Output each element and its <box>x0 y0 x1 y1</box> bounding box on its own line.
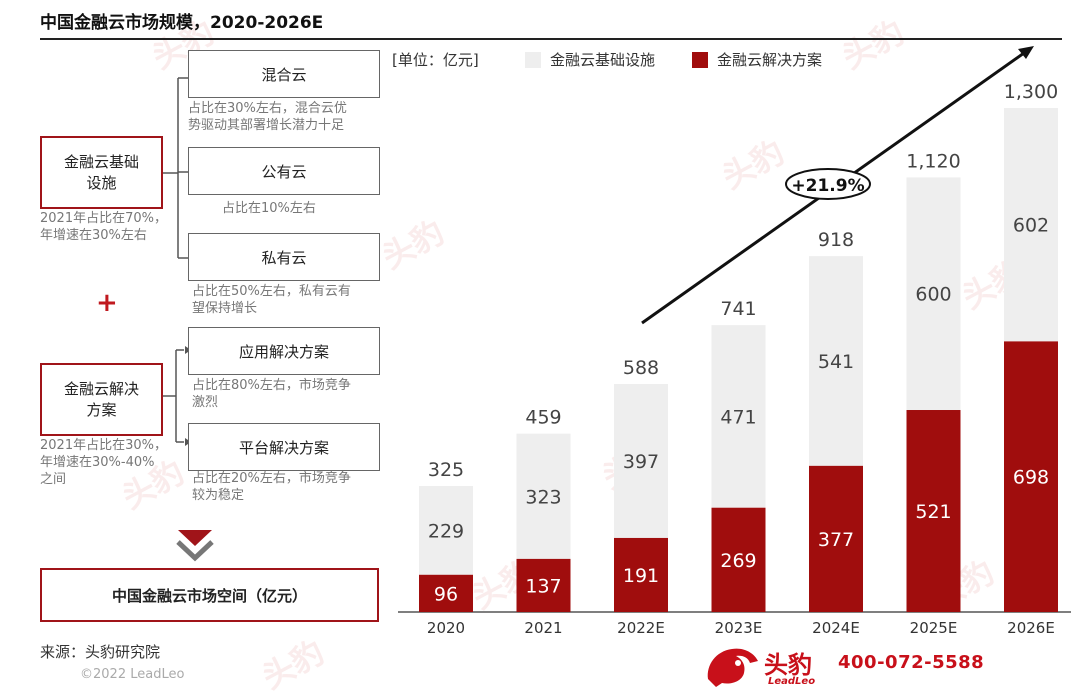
bar-solution-2026E <box>1004 341 1058 612</box>
infra-box: 金融云基础 设施 <box>40 136 163 209</box>
label-solution-2024E: 377 <box>818 529 854 551</box>
bar-solution-2023E <box>711 507 766 612</box>
app-solution-note: 占比在80%左右，市场竞争 激烈 <box>192 378 351 410</box>
legend-swatch-solution <box>692 52 708 68</box>
label-infra-2023E: 471 <box>720 406 756 428</box>
plus-icon: + <box>96 288 118 318</box>
label-infra-2024E: 541 <box>818 351 854 373</box>
bar-infra-2023E <box>711 325 766 508</box>
label-infra-2022E: 397 <box>623 451 659 473</box>
bar-solution-2025E <box>906 410 961 612</box>
bar-infra-2025E <box>906 177 961 411</box>
platform-solution-note: 占比在20%左右，市场竞争 较为稳定 <box>192 471 351 503</box>
label-solution-2023E: 269 <box>720 550 756 572</box>
label-solution-2021: 137 <box>525 575 561 597</box>
legend-item-solution: 金融云解决方案 <box>717 51 823 69</box>
bar-solution-2022E <box>614 537 668 612</box>
bar-infra-2020 <box>419 486 473 575</box>
bar-solution-2021 <box>516 558 571 612</box>
solution-note: 2021年占比在30%， 年增速在30%-40% 之间 <box>40 438 167 487</box>
label-total-2025E: 1,120 <box>906 150 960 172</box>
bar-infra-2026E <box>1004 108 1058 342</box>
hybrid-cloud-box: 混合云 <box>188 50 380 98</box>
label-total-2020: 325 <box>428 459 464 481</box>
market-size-chart: 96 229 325 2020 137 323 459 2021 191 397 588 2022E 2… <box>398 46 1071 637</box>
public-cloud-note: 占比在10%左右 <box>222 201 316 216</box>
private-cloud-note: 占比在50%左右，私有云有 望保持增长 <box>192 284 351 316</box>
label-solution-2025E: 521 <box>915 501 951 523</box>
brand-phone: 400-072-5588 <box>838 652 985 673</box>
x-tick-2021: 2021 <box>524 619 562 637</box>
label-infra-2020: 229 <box>428 520 464 542</box>
label-infra-2021: 323 <box>525 486 561 508</box>
label-total-2024E: 918 <box>818 229 854 251</box>
solution-box: 金融云解决 方案 <box>40 363 163 436</box>
infra-note: 2021年占比在70%， 年增速在30%左右 <box>40 211 167 243</box>
label-total-2021: 459 <box>525 407 561 429</box>
title-divider <box>40 38 1062 40</box>
brand-sub: LeadLeo <box>768 676 816 687</box>
public-cloud-box: 公有云 <box>188 147 380 195</box>
bar-solution-2024E <box>809 465 863 612</box>
label-total-2023E: 741 <box>720 298 756 320</box>
cagr-badge <box>785 168 871 200</box>
growth-arrow-head <box>1018 46 1034 59</box>
label-total-2026E: 1,300 <box>1004 81 1058 103</box>
bar-infra-2021 <box>516 433 571 559</box>
cagr-label: +21.9% <box>791 176 864 196</box>
source-text: 来源：头豹研究院 <box>40 643 161 661</box>
x-tick-2026E: 2026E <box>1007 619 1055 637</box>
x-tick-2025E: 2025E <box>910 619 958 637</box>
label-solution-2020: 96 <box>434 583 458 605</box>
label-infra-2026E: 602 <box>1013 215 1049 237</box>
label-solution-2022E: 191 <box>623 565 659 587</box>
platform-solution-box: 平台解决方案 <box>188 423 380 471</box>
copyright-text: ©2022 LeadLeo <box>80 667 185 682</box>
bar-infra-2024E <box>809 256 863 466</box>
x-tick-2024E: 2024E <box>812 619 860 637</box>
x-tick-2022E: 2022E <box>617 619 665 637</box>
bar-solution-2020 <box>419 574 473 612</box>
label-total-2022E: 588 <box>623 357 659 379</box>
app-solution-box: 应用解决方案 <box>188 327 380 375</box>
private-cloud-box: 私有云 <box>188 233 380 281</box>
leadleo-logo-icon <box>707 648 758 687</box>
market-space-box: 中国金融云市场空间（亿元） <box>40 568 379 622</box>
label-solution-2026E: 698 <box>1013 467 1049 489</box>
x-tick-2023E: 2023E <box>715 619 763 637</box>
hybrid-cloud-note: 占比在30%左右，混合云优 势驱动其部署增长潜力十足 <box>188 101 347 133</box>
x-tick-2020: 2020 <box>427 619 465 637</box>
down-chevron-icon <box>176 530 214 562</box>
brand-name: 头豹 <box>764 651 812 679</box>
unit-label: [单位：亿元] <box>392 51 479 69</box>
label-infra-2025E: 600 <box>915 284 951 306</box>
page-title: 中国金融云市场规模，2020-2026E <box>40 13 324 33</box>
legend-swatch-infra <box>525 52 541 68</box>
legend-item-infra: 金融云基础设施 <box>550 51 656 69</box>
bar-infra-2022E <box>614 384 668 538</box>
